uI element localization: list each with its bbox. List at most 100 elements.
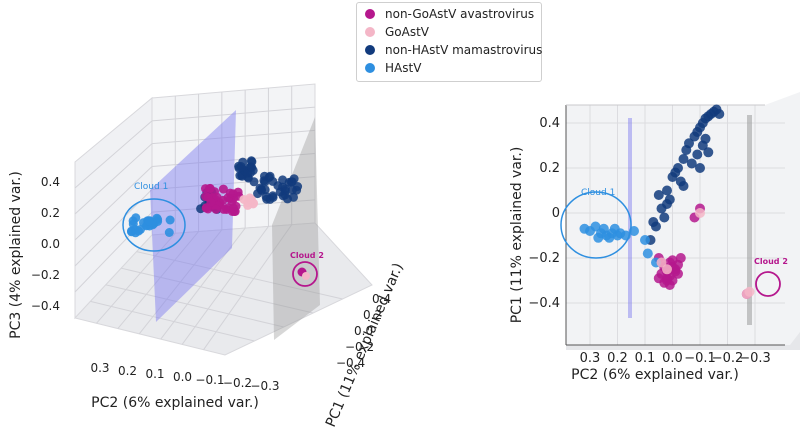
left-points	[127, 156, 310, 280]
data-point	[593, 232, 604, 243]
data-point	[675, 253, 686, 263]
data-point	[642, 248, 653, 259]
data-point	[662, 199, 672, 209]
data-point	[615, 228, 626, 239]
data-point	[257, 185, 266, 195]
gridline	[136, 251, 343, 300]
left-cloud-1-label: Cloud 1	[134, 182, 168, 192]
x-tick-label: −0.3	[739, 351, 771, 366]
right-cloud-2-label: Cloud 2	[754, 257, 788, 266]
gridline	[74, 143, 153, 215]
data-point	[283, 194, 292, 204]
y-tick-label: 0.0	[173, 370, 192, 384]
data-point	[700, 133, 711, 144]
data-point	[280, 184, 290, 194]
left-gray-plane	[272, 117, 320, 340]
data-point	[648, 217, 659, 227]
right-cloud-1-label: Cloud 1	[581, 188, 615, 198]
data-point	[231, 201, 241, 211]
z-tick-label: −0.2	[31, 268, 60, 282]
data-point	[670, 167, 681, 178]
data-point	[261, 192, 271, 202]
data-point	[165, 215, 175, 225]
data-point	[662, 264, 672, 275]
right-points	[579, 104, 755, 299]
legend-label: GoAstV	[385, 25, 430, 39]
data-point	[268, 191, 278, 201]
x-tick-label: 0.0	[662, 351, 683, 366]
data-point	[579, 223, 590, 234]
y-tick-label: 0	[552, 206, 560, 221]
legend-label: HAstV	[385, 61, 422, 75]
data-point	[164, 228, 174, 237]
data-point	[678, 181, 689, 191]
data-point	[211, 204, 221, 214]
z-tick-label: 0.0	[41, 237, 60, 251]
y-tick-label: −0.2	[223, 376, 252, 390]
data-point	[134, 226, 143, 236]
left-cloud-2-label: Cloud 2	[290, 251, 324, 260]
data-point	[741, 289, 752, 299]
gridline	[203, 224, 293, 351]
data-point	[714, 109, 725, 119]
x-tick-label: 0.3	[580, 351, 601, 366]
z-tick-label: 0.4	[41, 175, 60, 189]
x-tick-label: 0.1	[635, 351, 656, 366]
legend-marker	[365, 27, 375, 37]
legend-label: non-GoAstV avastrovirus	[385, 7, 535, 21]
x-tick-label: 0.2	[363, 308, 382, 322]
y-tick-label: 0.2	[539, 161, 560, 176]
data-point	[205, 183, 215, 193]
data-point	[249, 177, 259, 187]
x-tick-label: −0.4	[336, 356, 365, 370]
legend-marker	[365, 63, 375, 73]
gridline	[74, 120, 153, 189]
left-3d-plot: 0.40.20.0−0.2−0.40.3 0.2 0.1 0.0 −0.1−0.2−0.…	[8, 83, 407, 430]
data-point	[692, 149, 703, 160]
legend-marker	[365, 45, 375, 55]
y-tick-label: −0.3	[250, 379, 279, 393]
x-tick-label: −0.2	[712, 351, 744, 366]
data-point	[287, 185, 297, 195]
z-tick-label: −0.4	[31, 299, 60, 313]
left-cloud-2-circle	[292, 261, 318, 287]
data-point	[246, 195, 256, 205]
gridline	[151, 129, 316, 145]
legend-label: non-HAstV mamastrovirus	[385, 43, 543, 57]
data-point	[656, 257, 667, 268]
y-tick-label: −0.2	[528, 251, 560, 266]
x-tick-label: 0.4	[372, 292, 391, 306]
data-point	[686, 158, 697, 169]
data-point	[225, 188, 235, 198]
y-tick-label: 0.4	[539, 116, 560, 131]
gridline	[90, 300, 255, 342]
data-point	[653, 273, 664, 284]
data-point	[206, 197, 216, 207]
gridline	[151, 106, 316, 122]
data-point	[703, 147, 714, 158]
data-point	[640, 235, 650, 245]
y-tick-label: 0.1	[145, 367, 164, 381]
data-point	[659, 212, 670, 223]
x-tick-label: −0.2	[345, 340, 374, 354]
data-point	[218, 184, 228, 194]
right-back-pane	[566, 92, 800, 345]
right-x-axis-label: PC2 (6% explained var.)	[571, 367, 739, 383]
left-y-axis-label: PC2 (6% explained var.)	[91, 395, 259, 411]
data-point	[678, 154, 689, 164]
data-point	[302, 272, 310, 280]
data-point	[127, 227, 136, 237]
data-point	[598, 223, 609, 234]
x-tick-label: 0.2	[607, 351, 628, 366]
legend-marker	[365, 9, 375, 19]
data-point	[289, 174, 299, 184]
x-tick-label: 0.0	[354, 324, 373, 338]
right-3d-plot: 0.40.20−0.2−0.40.3 0.2 0.1 0.0 −0.1−0.2−0.3 …	[509, 92, 800, 383]
data-point	[664, 280, 675, 290]
left-cloud-1-circle	[122, 198, 186, 252]
data-point	[239, 195, 249, 204]
y-tick-label: 0.3	[90, 361, 109, 375]
data-point	[264, 172, 274, 182]
legend-item: HAstV	[365, 61, 421, 79]
